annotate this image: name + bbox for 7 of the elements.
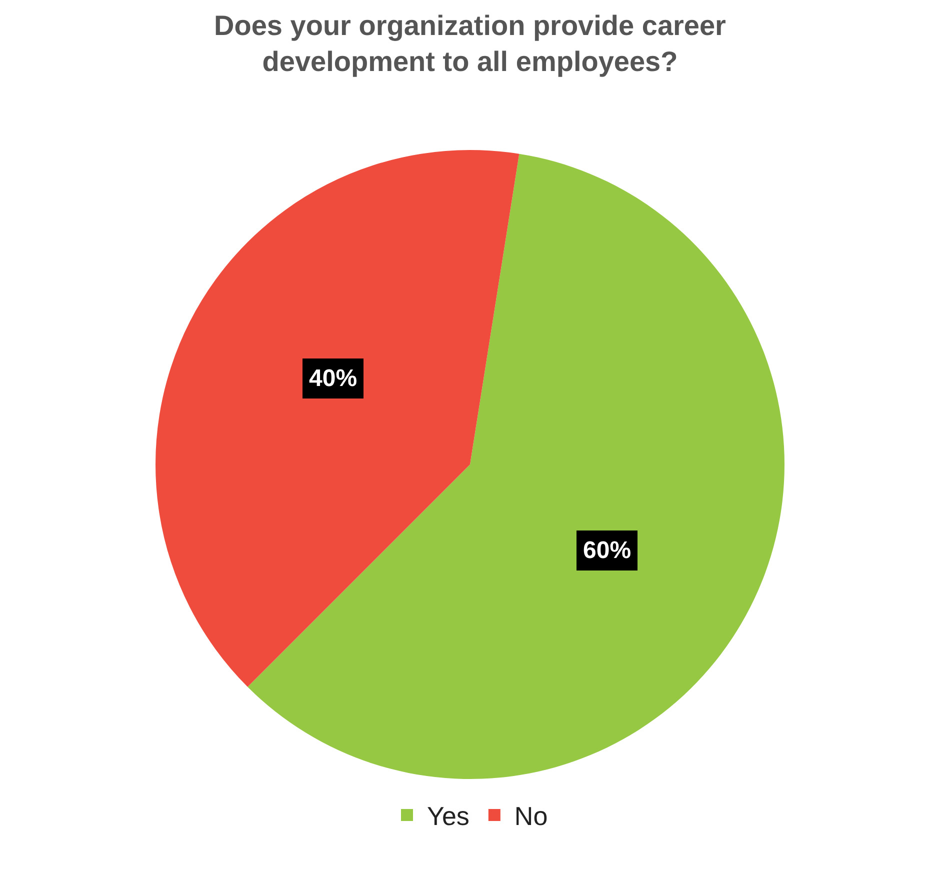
legend-label: Yes (427, 801, 470, 832)
legend-label: No (514, 801, 548, 832)
chart-title: Does your organization provide career development to all employees? (214, 10, 726, 78)
data-label: 40% (309, 365, 358, 392)
pie-slice (156, 150, 520, 687)
data-label: 60% (583, 537, 632, 564)
pie-slice (248, 154, 784, 779)
